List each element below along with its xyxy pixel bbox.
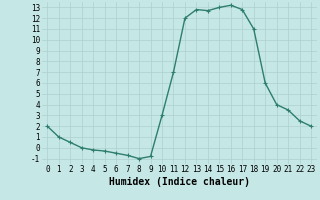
X-axis label: Humidex (Indice chaleur): Humidex (Indice chaleur) — [109, 177, 250, 187]
